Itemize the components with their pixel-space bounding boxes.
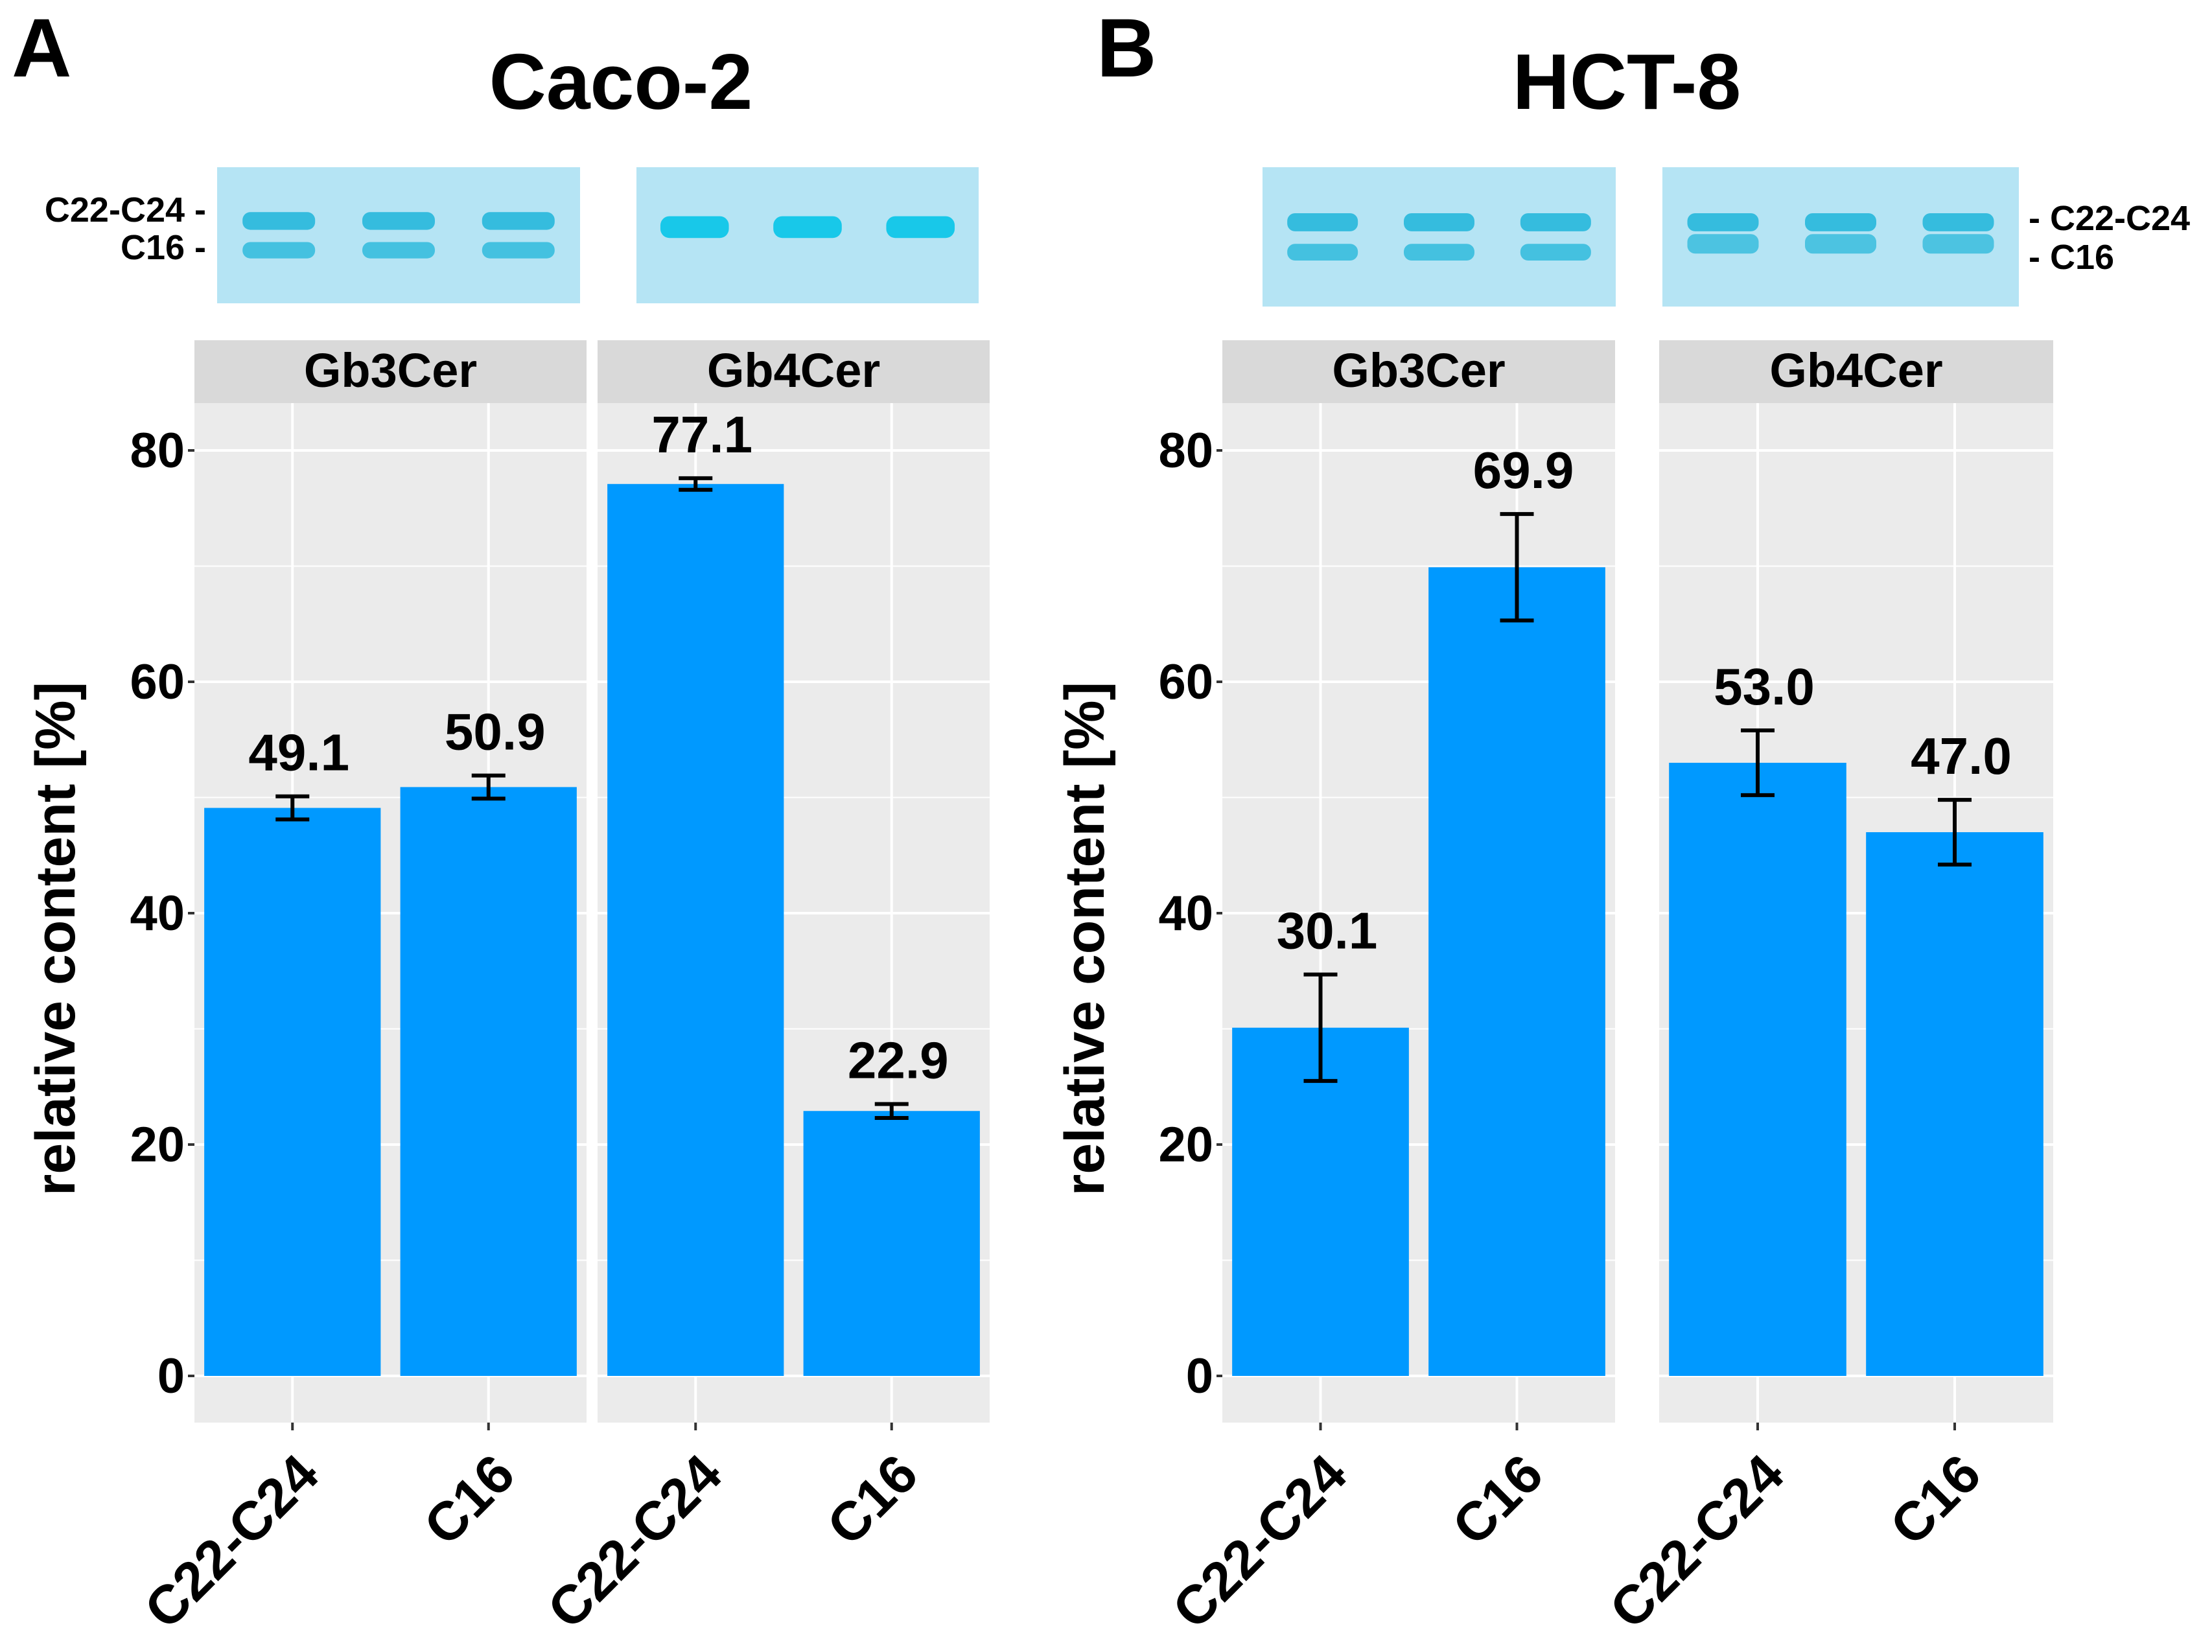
tlc-band-lower bbox=[362, 242, 435, 259]
y-tick-label: 60 bbox=[1158, 655, 1213, 710]
tlc-band-lower bbox=[1805, 234, 1876, 254]
bar bbox=[607, 483, 784, 1376]
tlc-band-upper bbox=[1805, 213, 1876, 231]
tlc-band bbox=[660, 216, 729, 238]
blot-label: C22-C24 - bbox=[45, 191, 206, 229]
tlc-band-upper bbox=[362, 212, 435, 230]
bar bbox=[1669, 762, 1846, 1376]
tlc-blot-1 bbox=[1263, 167, 1616, 307]
y-tick-label: 20 bbox=[1158, 1117, 1213, 1172]
facet-strip bbox=[1659, 340, 2053, 403]
tlc-band-upper bbox=[1520, 213, 1591, 231]
bar bbox=[1866, 832, 2043, 1376]
blot-label: - C16 bbox=[2029, 238, 2114, 277]
tlc-band-upper bbox=[482, 212, 555, 230]
tlc-blot-1 bbox=[217, 167, 580, 303]
y-tick-label: 0 bbox=[157, 1349, 185, 1404]
bar bbox=[803, 1111, 980, 1376]
tlc-band bbox=[886, 216, 955, 238]
data-label: 77.1 bbox=[651, 406, 752, 463]
tlc-band-lower bbox=[242, 242, 316, 259]
data-label: 49.1 bbox=[248, 724, 349, 782]
facet-strip-label: Gb3Cer bbox=[1332, 343, 1505, 397]
panel-letter: A bbox=[12, 2, 71, 95]
chart-panel-b: B HCT-8 - C22-C24- C16 relative content [%]… bbox=[1054, 2, 2190, 1640]
tlc-band-upper bbox=[1687, 213, 1759, 231]
y-tick-label: 60 bbox=[130, 655, 185, 710]
bar bbox=[1428, 567, 1605, 1377]
facet-strip bbox=[598, 340, 990, 403]
panel-letter: B bbox=[1097, 2, 1156, 95]
tlc-band-lower bbox=[1687, 234, 1759, 254]
data-label: 69.9 bbox=[1473, 441, 1574, 499]
tlc-band-upper bbox=[1404, 213, 1474, 231]
facet-strip bbox=[1222, 340, 1615, 403]
facet-strip-label: Gb4Cer bbox=[1769, 343, 1942, 397]
tlc-band-lower bbox=[1287, 244, 1358, 261]
tlc-band-lower bbox=[1520, 244, 1591, 261]
data-label: 30.1 bbox=[1277, 902, 1378, 960]
y-tick-label: 0 bbox=[1186, 1349, 1213, 1404]
y-tick-label: 80 bbox=[1158, 423, 1213, 478]
y-tick-label: 40 bbox=[130, 886, 185, 941]
blot-label: C16 - bbox=[121, 228, 206, 267]
facet-strip-label: Gb4Cer bbox=[707, 343, 880, 397]
tlc-band-lower bbox=[1404, 244, 1474, 261]
bar bbox=[1232, 1027, 1409, 1376]
y-axis-label: relative content [%] bbox=[25, 682, 87, 1196]
bar bbox=[400, 787, 577, 1376]
blot-label: - C22-C24 bbox=[2029, 199, 2190, 238]
data-label: 47.0 bbox=[1911, 727, 2012, 785]
data-label: 53.0 bbox=[1714, 658, 1815, 715]
tlc-band-upper bbox=[1287, 213, 1358, 231]
facet-strip bbox=[194, 340, 587, 403]
tlc-band-lower bbox=[1922, 234, 1994, 254]
y-axis-label: relative content [%] bbox=[1054, 682, 1116, 1196]
y-tick-label: 20 bbox=[130, 1117, 185, 1172]
bar bbox=[204, 808, 381, 1376]
y-tick-label: 40 bbox=[1158, 886, 1213, 941]
data-label: 50.9 bbox=[445, 703, 546, 761]
tlc-band bbox=[773, 216, 842, 238]
chart-title: HCT-8 bbox=[1513, 38, 1741, 126]
chart-title: Caco-2 bbox=[489, 38, 753, 126]
tlc-band-lower bbox=[482, 242, 555, 259]
data-label: 22.9 bbox=[848, 1032, 949, 1089]
tlc-band-upper bbox=[242, 212, 316, 230]
y-tick-label: 80 bbox=[130, 423, 185, 478]
tlc-band-upper bbox=[1922, 213, 1994, 231]
facet-strip-label: Gb3Cer bbox=[304, 343, 477, 397]
